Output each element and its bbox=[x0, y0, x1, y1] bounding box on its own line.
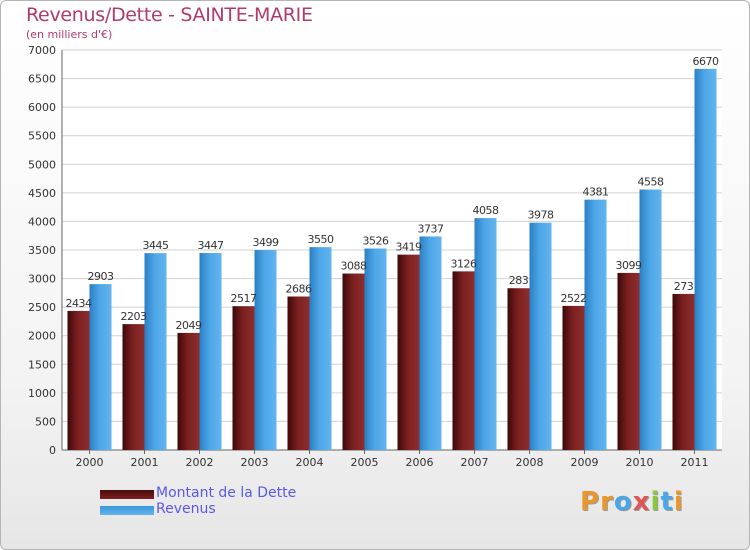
bar-debt bbox=[672, 293, 695, 450]
data-label: 273 bbox=[674, 280, 694, 293]
data-label: 3978 bbox=[528, 209, 554, 222]
y-tick-label: 2000 bbox=[28, 330, 56, 343]
bar-debt bbox=[617, 272, 640, 450]
bar-debt bbox=[342, 273, 365, 450]
bar-debt bbox=[287, 296, 310, 450]
data-label: 3550 bbox=[308, 233, 334, 246]
data-label: 2517 bbox=[231, 292, 257, 305]
y-tick-label: 0 bbox=[49, 444, 56, 457]
legend-label-debt: Montant de la Dette bbox=[156, 485, 297, 501]
brand-letter: i bbox=[673, 487, 684, 517]
data-label: 2049 bbox=[176, 319, 202, 332]
x-tick-label: 2007 bbox=[461, 456, 489, 469]
brand-letter: o bbox=[613, 487, 633, 517]
bar-debt bbox=[452, 271, 475, 450]
data-label: 3419 bbox=[396, 241, 422, 254]
x-tick-label: 2002 bbox=[186, 456, 214, 469]
bar-revenue bbox=[89, 284, 112, 450]
data-label: 6670 bbox=[693, 55, 719, 68]
brand-letter: P bbox=[580, 487, 601, 517]
data-label: 2903 bbox=[88, 270, 114, 283]
y-tick-label: 1000 bbox=[28, 387, 56, 400]
data-label: 2522 bbox=[561, 292, 587, 305]
legend-swatch-revenue bbox=[100, 506, 154, 515]
data-label: 2686 bbox=[286, 283, 312, 296]
data-label: 3088 bbox=[341, 260, 367, 273]
bar-debt bbox=[232, 306, 255, 450]
bar-debt bbox=[122, 324, 145, 450]
x-tick-label: 2008 bbox=[516, 456, 544, 469]
data-label: 3499 bbox=[253, 236, 279, 249]
bar-revenue bbox=[364, 248, 387, 450]
data-label: 2203 bbox=[121, 310, 147, 323]
bar-revenue bbox=[474, 218, 497, 450]
brand-letter: i bbox=[650, 487, 661, 517]
y-tick-label: 4500 bbox=[28, 187, 56, 200]
x-tick-label: 2005 bbox=[351, 456, 379, 469]
y-tick-label: 3500 bbox=[28, 244, 56, 257]
y-tick-label: 500 bbox=[35, 415, 56, 428]
data-label: 3099 bbox=[616, 259, 642, 272]
bar-debt bbox=[67, 310, 90, 450]
chart-title: Revenus/Dette - SAINTE-MARIE bbox=[26, 4, 313, 26]
x-tick-label: 2003 bbox=[241, 456, 269, 469]
y-tick-label: 6500 bbox=[28, 73, 56, 86]
data-label: 4381 bbox=[583, 186, 609, 199]
bar-revenue bbox=[254, 250, 277, 450]
bar-revenue bbox=[529, 222, 552, 450]
x-tick-label: 2000 bbox=[76, 456, 104, 469]
brand-letter: t bbox=[660, 487, 674, 517]
x-tick-label: 2004 bbox=[296, 456, 324, 469]
bar-revenue bbox=[639, 189, 662, 451]
bar-debt bbox=[562, 305, 585, 450]
bar-debt bbox=[507, 288, 530, 450]
x-tick-label: 2010 bbox=[626, 456, 654, 469]
legend-label-revenue: Revenus bbox=[156, 501, 216, 517]
data-label: 4558 bbox=[638, 176, 664, 189]
y-tick-label: 6000 bbox=[28, 101, 56, 114]
y-tick-label: 2500 bbox=[28, 301, 56, 314]
x-tick-label: 2001 bbox=[131, 456, 159, 469]
data-label: 3126 bbox=[451, 257, 477, 270]
bar-debt bbox=[177, 332, 200, 450]
y-tick-label: 4000 bbox=[28, 215, 56, 228]
data-label: 3447 bbox=[198, 239, 224, 252]
bar-revenue bbox=[309, 247, 332, 450]
y-tick-label: 5500 bbox=[28, 130, 56, 143]
brand-logo: Proxiti bbox=[580, 487, 684, 517]
y-tick-label: 1500 bbox=[28, 358, 56, 371]
data-label: 3737 bbox=[418, 222, 444, 235]
data-label: 4058 bbox=[473, 204, 499, 217]
x-tick-label: 2009 bbox=[571, 456, 599, 469]
data-label: 3445 bbox=[143, 239, 169, 252]
bar-revenue bbox=[419, 236, 442, 450]
data-label: 2434 bbox=[66, 297, 92, 310]
y-tick-label: 3000 bbox=[28, 273, 56, 286]
bar-revenue bbox=[584, 199, 607, 450]
brand-letter: r bbox=[600, 487, 614, 517]
x-tick-label: 2011 bbox=[681, 456, 709, 469]
data-label: 3526 bbox=[363, 235, 389, 248]
data-label: 283 bbox=[509, 274, 529, 287]
y-tick-label: 7000 bbox=[28, 44, 56, 57]
bar-debt bbox=[397, 254, 420, 450]
brand-letter: x bbox=[632, 487, 651, 517]
bar-revenue bbox=[199, 253, 222, 450]
bar-revenue bbox=[144, 253, 167, 450]
bar-revenue bbox=[694, 68, 717, 450]
chart-subtitle: (en milliers d'€) bbox=[26, 28, 113, 41]
y-tick-label: 5000 bbox=[28, 158, 56, 171]
x-tick-label: 2006 bbox=[406, 456, 434, 469]
legend-swatch-debt bbox=[100, 490, 154, 499]
